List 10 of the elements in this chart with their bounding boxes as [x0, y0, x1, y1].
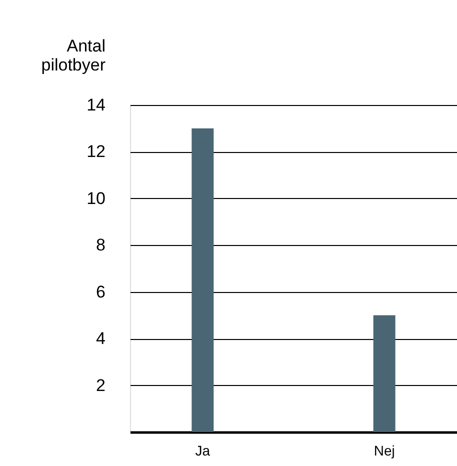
y-tick-label: 2: [96, 376, 106, 395]
y-tick-label: 10: [86, 188, 106, 208]
y-tick-label: 14: [86, 96, 106, 114]
y-tick-label: 4: [96, 329, 106, 348]
y-tick-label: 6: [96, 282, 106, 302]
y-tick-label: 8: [96, 236, 106, 255]
y-axis-title: Antal pilotbyer: [41, 36, 106, 74]
y-tick-label: 12: [86, 142, 106, 162]
x-tick-label: Ja: [195, 442, 210, 458]
x-tick-label: Nej: [374, 442, 395, 458]
